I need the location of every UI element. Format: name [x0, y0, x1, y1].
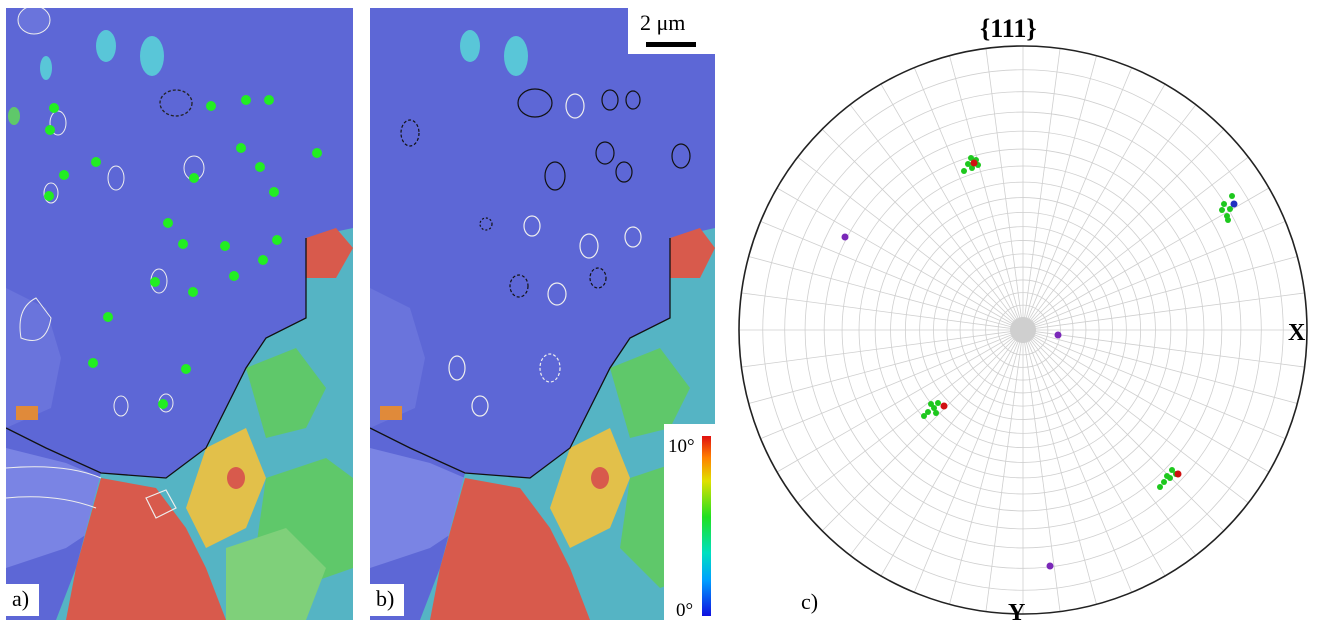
- grid-radial: [880, 83, 1018, 320]
- grid-radial: [880, 340, 1018, 577]
- grid-radial: [1033, 187, 1270, 325]
- misorientation-color-key: 10° 0°: [664, 424, 716, 621]
- grid-radial: [1034, 292, 1305, 329]
- pole-figure-grid: [739, 46, 1307, 614]
- pole-figure-title: {111}: [980, 14, 1037, 43]
- grid-radial: [797, 156, 1014, 324]
- grid-radial: [849, 104, 1017, 321]
- pole-point-purple: [1054, 331, 1062, 339]
- grid-radial: [1028, 83, 1166, 320]
- grid-radial: [741, 292, 1012, 329]
- grid-radial: [985, 48, 1022, 319]
- grid-radial: [748, 256, 1012, 328]
- pole-figure-x-axis: X: [1288, 320, 1306, 346]
- grid-radial: [913, 340, 1019, 593]
- grid-radial: [776, 335, 1013, 473]
- grid-radial: [1032, 156, 1249, 324]
- grid-radial: [760, 220, 1013, 326]
- orientation-map-a: [6, 8, 353, 620]
- panel-c-label: c): [795, 587, 829, 619]
- grid-radial: [1034, 256, 1298, 328]
- grid-radial: [1025, 55, 1097, 319]
- grid-radial: [760, 334, 1013, 440]
- grid-radial: [1034, 331, 1305, 368]
- pole-figure: [738, 45, 1308, 615]
- map-b-graphic: [370, 8, 715, 620]
- scale-bar-label: 2 μm: [640, 10, 686, 35]
- pole-figure-boundary: [738, 45, 1308, 615]
- scale-bar-line: [646, 42, 696, 47]
- grid-radial: [1027, 67, 1133, 320]
- pole-figure-y-axis: Y: [1008, 600, 1026, 626]
- grid-radial: [1032, 336, 1249, 504]
- color-key-max-label: 10°: [668, 436, 695, 457]
- grid-radial: [741, 331, 1012, 368]
- grid-radial: [1028, 340, 1166, 577]
- pole-cluster-bottom-left: [921, 400, 948, 419]
- pole-cluster-bottom-right: [1157, 467, 1182, 490]
- grid-radial: [1033, 220, 1286, 326]
- pole-cluster-top-right: [1219, 193, 1238, 223]
- grid-radial: [1025, 341, 1097, 605]
- color-key-min-label: 0°: [676, 600, 694, 621]
- grid-radial: [1024, 48, 1061, 319]
- panel-b-label: b): [370, 584, 405, 616]
- grid-radial: [1027, 340, 1133, 593]
- grid-radial: [1031, 338, 1225, 532]
- grid-radial: [985, 341, 1022, 612]
- pole-point-purple: [1046, 562, 1054, 570]
- grid-radial: [1034, 332, 1298, 404]
- orientation-map-b: [370, 8, 715, 620]
- grid-radial: [776, 187, 1013, 325]
- grid-radial: [949, 341, 1021, 605]
- color-key-gradient: [702, 436, 711, 616]
- panel-a-label: a): [6, 584, 40, 616]
- grid-radial: [748, 332, 1012, 404]
- grid-radial: [1029, 104, 1197, 321]
- grid-radial: [821, 128, 1015, 322]
- grid-radial: [1033, 334, 1286, 440]
- grid-radial: [949, 55, 1021, 319]
- grid-radial: [821, 338, 1015, 532]
- grid-radial: [1029, 339, 1197, 556]
- pole-cluster-top-left: [961, 155, 981, 174]
- grid-radial: [1033, 335, 1270, 473]
- grid-radial: [1031, 128, 1225, 322]
- grid-radial: [913, 67, 1019, 320]
- grid-radial: [797, 336, 1014, 504]
- map-a-graphic: [6, 8, 353, 620]
- grid-radial: [1024, 341, 1061, 612]
- pole-figure-center: [1010, 317, 1036, 343]
- scale-bar: 2 μm: [628, 8, 716, 54]
- pole-point-purple: [841, 233, 849, 241]
- grid-radial: [849, 339, 1017, 556]
